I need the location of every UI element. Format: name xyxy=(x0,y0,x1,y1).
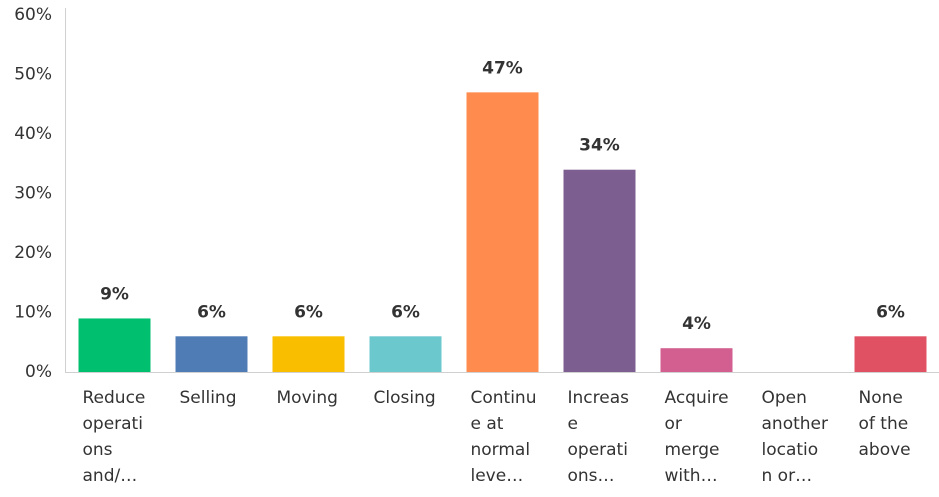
x-tick-label: Closing xyxy=(374,388,436,408)
bar xyxy=(563,169,636,372)
bar xyxy=(175,336,248,372)
value-label: 6% xyxy=(294,302,323,322)
y-tick-label: 20% xyxy=(14,243,52,263)
x-tick-label: Selling xyxy=(180,388,237,408)
bar xyxy=(272,336,345,372)
y-tick-label: 40% xyxy=(14,124,52,144)
bar xyxy=(78,318,151,372)
y-tick-label: 10% xyxy=(14,303,52,323)
x-tick-label: Moving xyxy=(277,388,338,408)
x-tick-label: ons… xyxy=(568,466,615,486)
x-tick-label: Continu xyxy=(471,388,537,408)
value-label: 6% xyxy=(391,302,420,322)
value-label: 6% xyxy=(876,302,905,322)
bar xyxy=(466,92,539,372)
x-tick-label: locatio xyxy=(762,440,819,460)
x-tick-label: Open xyxy=(762,388,807,408)
x-tick-label: ons xyxy=(83,440,113,460)
bar xyxy=(660,348,733,372)
x-tick-label: Increas xyxy=(568,388,630,408)
y-tick-label: 0% xyxy=(25,362,52,382)
y-tick-label: 60% xyxy=(14,5,52,25)
x-tick-label: e at xyxy=(471,414,504,434)
x-tick-label: Reduce xyxy=(83,388,146,408)
value-label: 47% xyxy=(482,58,523,78)
x-tick-label: operati xyxy=(83,414,143,434)
y-tick-label: 30% xyxy=(14,184,52,204)
x-tick-label: n or… xyxy=(762,466,813,486)
value-label: 6% xyxy=(197,302,226,322)
x-tick-label: above xyxy=(859,440,911,460)
x-tick-label: another xyxy=(762,414,828,434)
bar xyxy=(854,336,927,372)
x-tick-label: with… xyxy=(665,466,718,486)
x-tick-label: None xyxy=(859,388,903,408)
x-tick-label: merge xyxy=(665,440,720,460)
x-tick-label: Acquire xyxy=(665,388,729,408)
bar xyxy=(369,336,442,372)
x-tick-label: and/… xyxy=(83,466,138,486)
x-tick-label: leve… xyxy=(471,466,524,486)
value-label: 4% xyxy=(682,314,711,334)
x-tick-label: normal xyxy=(471,440,531,460)
x-tick-label: operati xyxy=(568,440,628,460)
x-tick-label: of the xyxy=(859,414,909,434)
x-tick-label: e xyxy=(568,414,578,434)
y-tick-label: 50% xyxy=(14,65,52,85)
x-tick-label: or xyxy=(665,414,682,434)
value-label: 34% xyxy=(579,136,620,156)
value-label: 9% xyxy=(100,284,129,304)
